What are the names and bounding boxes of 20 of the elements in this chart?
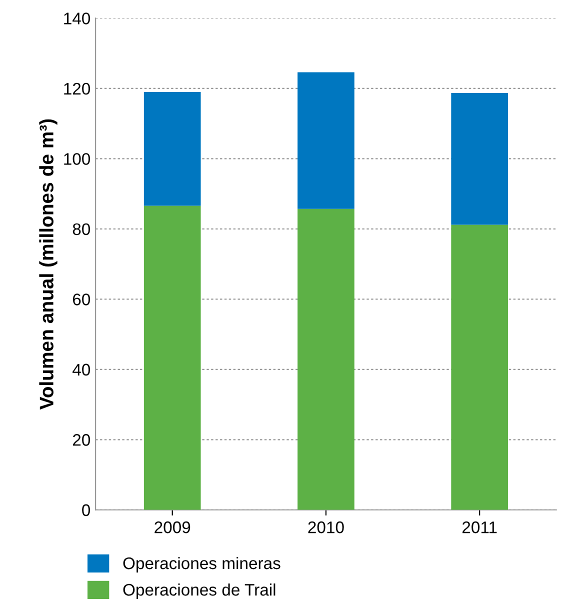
- y-tick-label: 0: [82, 504, 90, 516]
- bar: [451, 224, 508, 510]
- bar: [298, 72, 354, 209]
- x-tick-label: 2010: [308, 521, 344, 534]
- bar: [298, 208, 354, 510]
- y-tick-label: 20: [72, 434, 90, 446]
- y-axis-title: Volumen anual (millones de m³): [39, 119, 58, 410]
- bar: [144, 206, 201, 510]
- legend-label: Operaciones mineras: [123, 556, 280, 573]
- y-tick-label: 40: [72, 364, 90, 376]
- y-tick-label: 100: [64, 153, 90, 165]
- legend-label: Operaciones de Trail: [123, 583, 276, 600]
- x-tick-label: 2011: [462, 521, 497, 534]
- bar: [144, 92, 201, 206]
- x-tick-label: 2009: [154, 521, 190, 534]
- y-tick-label: 80: [72, 223, 90, 236]
- bar: [451, 93, 508, 225]
- y-tick-label: 120: [64, 82, 90, 95]
- y-tick-label: 140: [64, 12, 90, 24]
- y-tick-label: 60: [72, 294, 90, 306]
